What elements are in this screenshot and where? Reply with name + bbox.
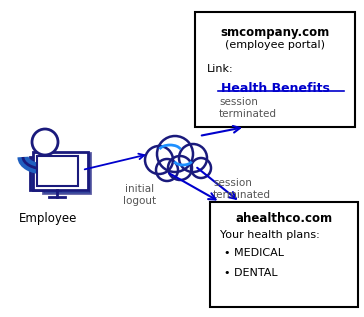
Text: • MEDICAL: • MEDICAL [224, 248, 284, 258]
Text: session
terminated: session terminated [219, 97, 277, 119]
Circle shape [179, 144, 207, 172]
Text: Health Benefits: Health Benefits [221, 82, 329, 95]
Circle shape [191, 158, 211, 178]
Text: initial
logout: initial logout [123, 184, 157, 206]
Circle shape [157, 136, 193, 172]
Circle shape [168, 156, 192, 180]
Bar [36, 156, 78, 186]
Bar [32, 152, 87, 190]
Bar [43, 153, 90, 193]
Circle shape [156, 159, 178, 181]
Text: • DENTAL: • DENTAL [224, 268, 278, 278]
Text: Link:: Link: [207, 64, 234, 74]
Text: Employee: Employee [19, 212, 77, 225]
Bar [195, 12, 355, 127]
Circle shape [32, 129, 58, 155]
Bar [210, 202, 358, 307]
Text: Your health plans:: Your health plans: [220, 230, 320, 240]
Text: ahealthco.com: ahealthco.com [236, 212, 333, 225]
Polygon shape [30, 157, 60, 190]
Text: session
terminated: session terminated [213, 178, 271, 200]
Text: smcompany.com: smcompany.com [220, 26, 330, 39]
Text: (employee portal): (employee portal) [225, 40, 325, 50]
Circle shape [145, 146, 173, 174]
